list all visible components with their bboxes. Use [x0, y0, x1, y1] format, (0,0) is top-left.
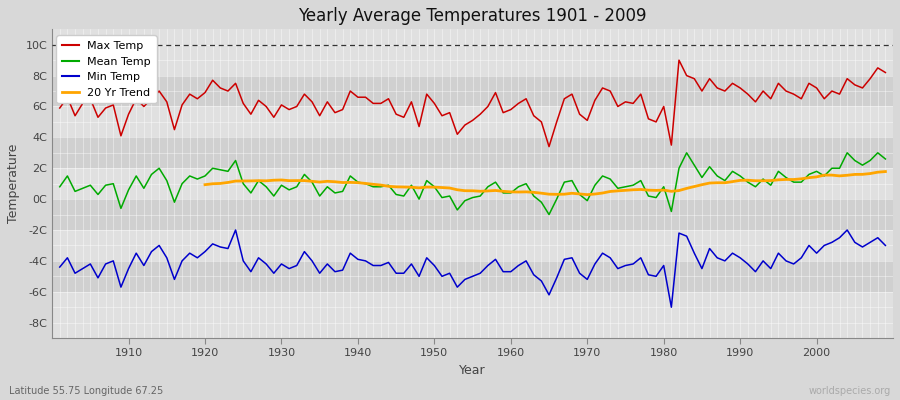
Legend: Max Temp, Mean Temp, Min Temp, 20 Yr Trend: Max Temp, Mean Temp, Min Temp, 20 Yr Tre…	[57, 36, 157, 103]
Bar	[52, 106, 893, 137]
Bar	[52, 199, 893, 230]
Y-axis label: Temperature: Temperature	[7, 144, 20, 223]
Text: worldspecies.org: worldspecies.org	[809, 386, 891, 396]
Bar	[52, 168, 893, 199]
Bar	[52, 45, 893, 76]
Bar	[52, 137, 893, 168]
Title: Yearly Average Temperatures 1901 - 2009: Yearly Average Temperatures 1901 - 2009	[298, 7, 647, 25]
X-axis label: Year: Year	[459, 364, 486, 377]
Bar	[52, 76, 893, 106]
Text: Latitude 55.75 Longitude 67.25: Latitude 55.75 Longitude 67.25	[9, 386, 163, 396]
Bar	[52, 230, 893, 261]
Bar	[52, 292, 893, 323]
Bar	[52, 261, 893, 292]
